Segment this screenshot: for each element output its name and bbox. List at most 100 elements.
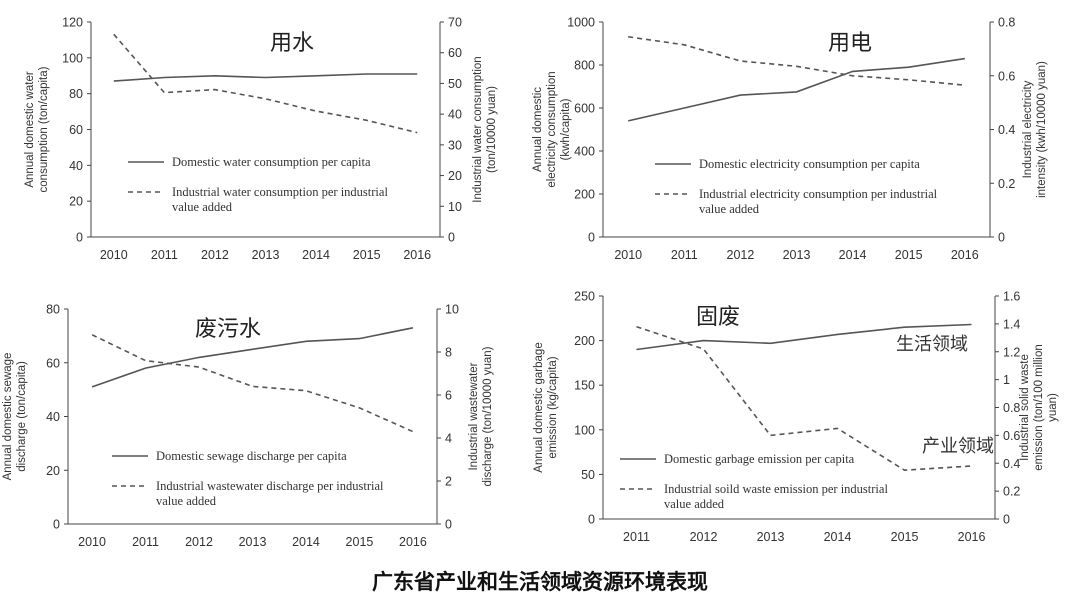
legend-label: Industrial soild waste emission per indu… (664, 482, 888, 511)
x-tick-label: 2016 (403, 248, 431, 262)
right-axis-title: Industrial wastewater discharge (ton/1000… (468, 346, 494, 486)
x-tick-label: 2012 (201, 248, 229, 262)
x-tick-label: 2013 (252, 248, 280, 262)
x-tick-label: 2013 (239, 535, 267, 549)
right-tick-label: 1 (1003, 373, 1010, 387)
right-tick-label: 1.2 (1003, 345, 1020, 359)
figure-caption: 广东省产业和生活领域资源环境表现 (372, 569, 708, 594)
x-tick-label: 2014 (292, 535, 320, 549)
panel-title: 用水 (270, 31, 314, 56)
left-axis-title: Annual domestic electricity consumption (k… (532, 71, 572, 187)
domestic-series-line (628, 57, 965, 122)
legend-label: Domestic water consumption per capita (172, 155, 371, 169)
right-tick-label: 30 (448, 138, 462, 152)
domestic-series-line (113, 73, 418, 82)
right-tick-label: 2 (445, 475, 452, 489)
left-tick-label: 0 (76, 231, 83, 245)
left-tick-label: 80 (46, 303, 60, 317)
legend-label: Domestic electricity consumption per cap… (699, 157, 920, 171)
right-tick-label: 70 (448, 16, 462, 30)
industrial-series-line (91, 334, 414, 433)
left-tick-label: 800 (574, 59, 595, 73)
industrial-series-line (113, 33, 418, 134)
right-tick-label: 10 (445, 303, 459, 317)
x-tick-label: 2014 (824, 530, 852, 544)
left-axis-title: Annual domestic sewage discharge (ton/cap… (2, 353, 28, 481)
right-tick-label: 0.8 (1003, 401, 1020, 415)
right-axis-title: Industrial electricity intensity (kwh/100… (1022, 61, 1048, 198)
right-tick-label: 0.2 (998, 177, 1015, 191)
x-tick-label: 2010 (100, 248, 128, 262)
x-tick-label: 2012 (690, 530, 718, 544)
x-tick-label: 2013 (783, 248, 811, 262)
right-tick-label: 0 (998, 231, 1005, 245)
right-tick-label: 6 (445, 389, 452, 403)
x-tick-label: 2011 (671, 248, 698, 262)
right-tick-label: 0.8 (998, 16, 1015, 30)
right-tick-label: 60 (448, 46, 462, 60)
chart-panel-sewage: 0 20 40 60 80 0 2 4 6 8 10 2010 2011 2012 2013 2014 2015… (2, 303, 494, 550)
left-tick-label: 200 (574, 334, 595, 348)
legend-label: Industrial wastewater discharge per indu… (156, 479, 384, 508)
right-tick-label: 0.4 (998, 123, 1015, 137)
legend-label: Domestic sewage discharge per capita (156, 449, 347, 463)
chart-panel-water: 0 20 40 60 80 100 120 0 10 20 30 40 50 60 70 2010 2011 20… (24, 16, 498, 263)
right-tick-label: 0.2 (1003, 485, 1020, 499)
left-tick-label: 0 (588, 513, 595, 527)
right-tick-label: 1.4 (1003, 317, 1020, 331)
left-tick-label: 1000 (567, 16, 595, 30)
right-tick-label: 0.6 (998, 69, 1015, 83)
right-axis-title: Industrial solid waste emission (ton/100 … (1019, 344, 1059, 471)
x-tick-label: 2013 (757, 530, 785, 544)
left-tick-label: 150 (574, 379, 595, 393)
right-tick-label: 0.6 (1003, 429, 1020, 443)
x-tick-label: 2015 (353, 248, 381, 262)
x-tick-label: 2012 (185, 535, 213, 549)
left-tick-label: 250 (574, 290, 595, 304)
right-tick-label: 0 (445, 518, 452, 532)
right-tick-label: 8 (445, 346, 452, 360)
chart-panel-electricity: 0 200 400 600 800 1000 0 0.2 0.4 0.6 0.8 2010 2011 20… (532, 16, 1048, 263)
x-tick-label: 2014 (302, 248, 330, 262)
x-tick-label: 2011 (151, 248, 178, 262)
left-tick-label: 0 (53, 518, 60, 532)
x-tick-label: 2014 (839, 248, 867, 262)
legend-label: Industrial water consumption per industr… (172, 185, 388, 214)
domain-annotation: 生活领域 (896, 334, 968, 355)
right-axis-title: Industrial water consumption (ton/10000 y… (472, 56, 498, 202)
x-tick-label: 2012 (727, 248, 755, 262)
left-tick-label: 60 (69, 123, 83, 137)
left-tick-label: 100 (62, 51, 83, 65)
panel-title: 废污水 (195, 317, 261, 342)
domestic-series-line (91, 327, 414, 388)
x-tick-label: 2015 (346, 535, 374, 549)
industrial-series-line (636, 325, 972, 472)
left-tick-label: 60 (46, 356, 60, 370)
left-tick-label: 40 (69, 159, 83, 173)
right-tick-label: 50 (448, 77, 462, 91)
panel-title: 用电 (828, 31, 872, 56)
left-tick-label: 120 (62, 16, 83, 30)
right-tick-label: 40 (448, 108, 462, 122)
right-tick-label: 4 (445, 432, 452, 446)
x-tick-label: 2011 (623, 530, 650, 544)
right-tick-label: 10 (448, 200, 462, 214)
legend-label: Domestic garbage emission per capita (664, 452, 855, 466)
left-axis-title: Annual domestic water consumption (ton/ca… (24, 66, 50, 192)
x-tick-label: 2011 (132, 535, 159, 549)
left-tick-label: 400 (574, 145, 595, 159)
left-tick-label: 20 (46, 464, 60, 478)
x-tick-label: 2010 (78, 535, 106, 549)
legend-label: Industrial electricity consumption per i… (699, 187, 938, 216)
right-tick-label: 0.4 (1003, 457, 1020, 471)
x-tick-label: 2016 (951, 248, 979, 262)
right-tick-label: 1.6 (1003, 290, 1020, 304)
domain-annotation: 产业领域 (922, 436, 994, 457)
left-tick-label: 200 (574, 188, 595, 202)
left-axis-title: Annual domestic garbage emission (kg/capi… (533, 342, 559, 472)
left-tick-label: 80 (69, 87, 83, 101)
domestic-series-line (636, 323, 972, 351)
right-tick-label: 0 (1003, 513, 1010, 527)
x-tick-label: 2015 (895, 248, 923, 262)
panel-title: 固废 (696, 305, 740, 330)
